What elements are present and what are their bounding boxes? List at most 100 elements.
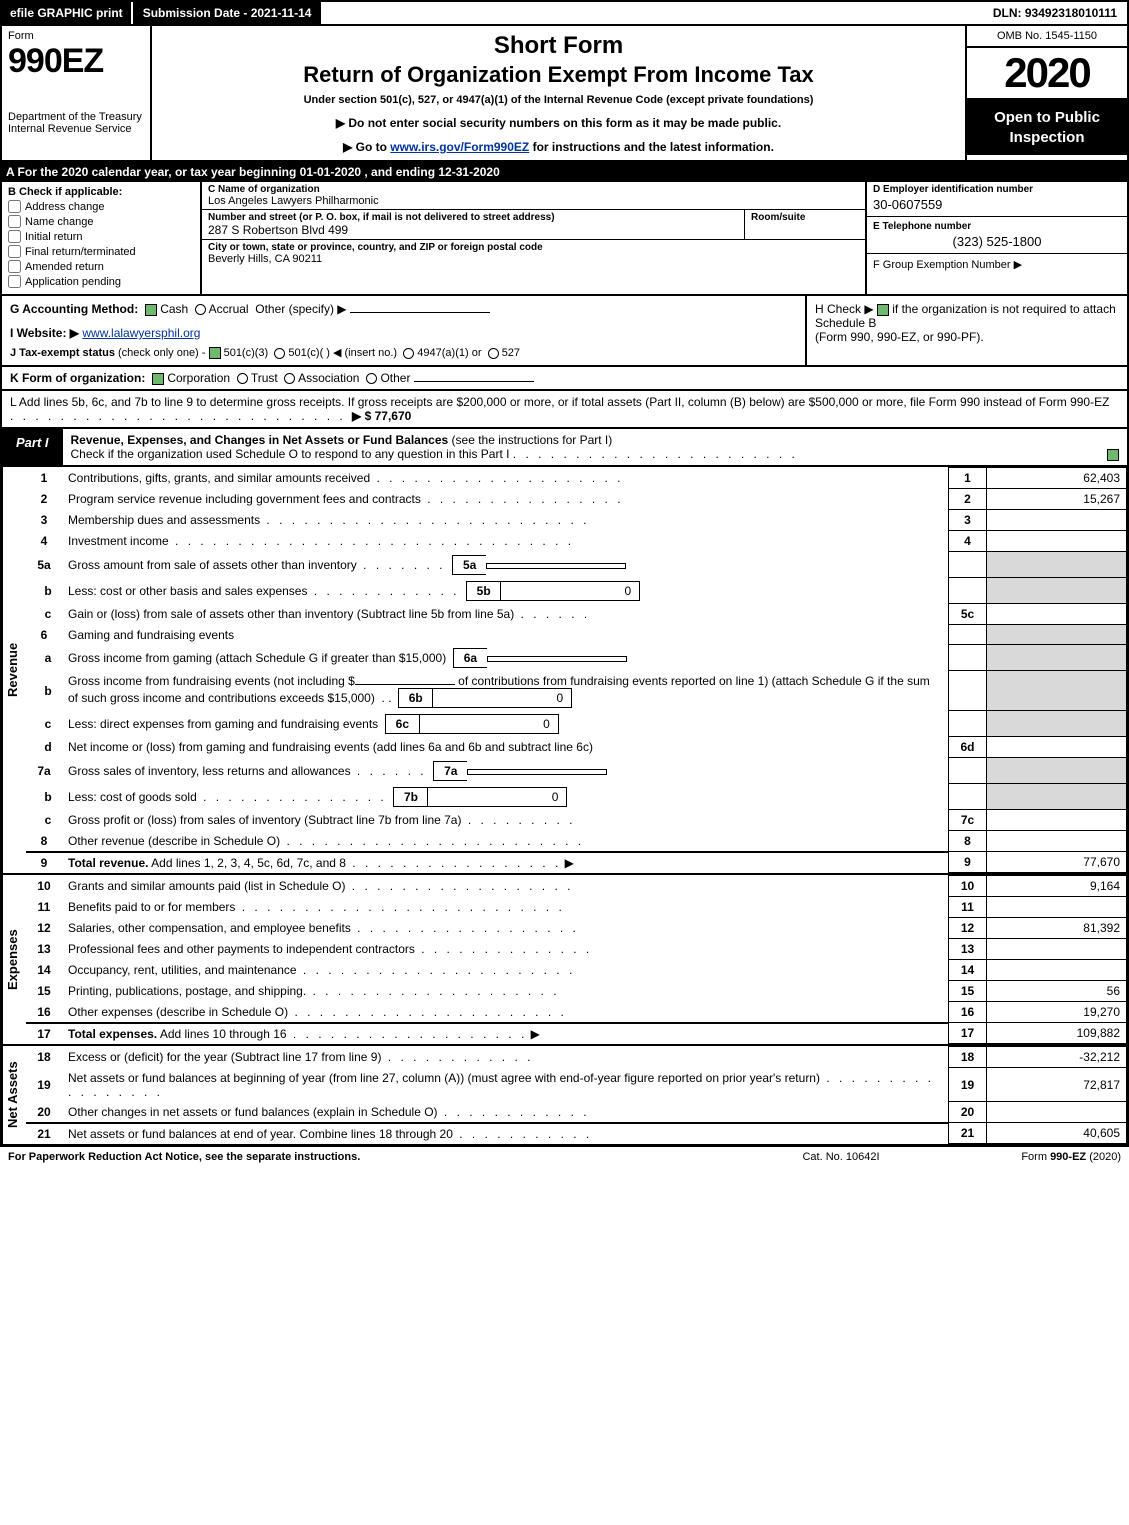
chk-input[interactable] [8,200,21,213]
ein-label: D Employer identification number [873,184,1121,195]
l-amount: ▶ $ 77,670 [352,409,411,423]
footer-left: For Paperwork Reduction Act Notice, see … [8,1151,741,1163]
org-name: Los Angeles Lawyers Philharmonic [208,195,859,207]
chk-association[interactable] [284,373,295,384]
city-label: City or town, state or province, country… [208,242,859,253]
dln-number: DLN: 93492318010111 [983,2,1127,24]
revenue-side-label: Revenue [2,467,26,873]
block-h: H Check ▶ if the organization is not req… [807,296,1127,365]
line-18: 18Excess or (deficit) for the year (Subt… [26,1047,1127,1068]
j-label: J Tax-exempt status [10,347,115,359]
chk-501c3[interactable] [209,347,221,359]
ssn-warning: ▶ Do not enter social security numbers o… [162,116,955,130]
ein-value: 30-0607559 [873,197,1121,212]
instructions-link[interactable]: www.irs.gov/Form990EZ [390,140,529,154]
part1-header: Part I Revenue, Expenses, and Changes in… [0,429,1129,467]
chk-501c[interactable] [274,348,285,359]
chk-cash[interactable] [145,304,157,316]
chk-4947[interactable] [403,348,414,359]
chk-amended-return[interactable]: Amended return [8,260,194,273]
chk-input[interactable] [8,275,21,288]
phone-value: (323) 525-1800 [873,234,1121,249]
block-c-org-info: C Name of organization Los Angeles Lawye… [202,182,867,294]
top-bar: efile GRAPHIC print Submission Date - 20… [0,0,1129,26]
block-g: G Accounting Method: Cash Accrual Other … [2,296,807,365]
chk-accrual[interactable] [195,304,206,315]
chk-schedule-b[interactable] [877,304,889,316]
line-4: 4Investment income . . . . . . . . . . .… [26,531,1127,552]
phone-label: E Telephone number [873,221,1121,232]
chk-input[interactable] [8,215,21,228]
header-right: OMB No. 1545-1150 2020 Open to Public In… [967,26,1127,160]
spacer [321,2,982,24]
chk-corporation[interactable] [152,373,164,385]
row-gh: G Accounting Method: Cash Accrual Other … [0,296,1129,367]
tax-year: 2020 [967,48,1127,100]
line-20: 20Other changes in net assets or fund ba… [26,1102,1127,1123]
row-l: L Add lines 5b, 6c, and 7b to line 9 to … [0,391,1129,429]
row-a-tax-year: A For the 2020 calendar year, or tax yea… [0,162,1129,182]
k-label: K Form of organization: [10,371,145,385]
block-b-checkboxes: B Check if applicable: Address change Na… [2,182,202,294]
line-6b: bGross income from fundraising events (n… [26,671,1127,711]
line-9: 9Total revenue. Total revenue. Add lines… [26,852,1127,873]
part1-schedule-o-check[interactable] [1099,429,1127,465]
chk-final-return[interactable]: Final return/terminated [8,245,194,258]
line-5b: bLess: cost or other basis and sales exp… [26,578,1127,604]
form-number: 990EZ [8,42,144,81]
department-label: Department of the Treasury [8,111,144,123]
line-14: 14Occupancy, rent, utilities, and mainte… [26,960,1127,981]
other-org-input[interactable] [414,381,534,382]
line-15: 15Printing, publications, postage, and s… [26,981,1127,1002]
line-8: 8Other revenue (describe in Schedule O) … [26,831,1127,852]
chk-input[interactable] [8,260,21,273]
row-k: K Form of organization: Corporation Trus… [0,367,1129,391]
header-middle: Short Form Return of Organization Exempt… [152,26,967,160]
block-d-ein: D Employer identification number 30-0607… [867,182,1127,294]
block-bcd: B Check if applicable: Address change Na… [0,182,1129,296]
city-state-zip: Beverly Hills, CA 90211 [208,253,859,265]
part1-subtitle: Check if the organization used Schedule … [71,447,1091,461]
chk-initial-return[interactable]: Initial return [8,230,194,243]
efile-print-button[interactable]: efile GRAPHIC print [2,2,133,24]
line-6: 6Gaming and fundraising events [26,625,1127,645]
chk-application-pending[interactable]: Application pending [8,275,194,288]
line-11: 11Benefits paid to or for members . . . … [26,897,1127,918]
line-7b: bLess: cost of goods sold . . . . . . . … [26,784,1127,810]
revenue-section: Revenue 1Contributions, gifts, grants, a… [2,467,1127,873]
group-exemption-label: F Group Exemption Number ▶ [873,258,1121,271]
expenses-side-label: Expenses [2,875,26,1044]
line-17: 17Total expenses. Add lines 10 through 1… [26,1023,1127,1044]
line-7c: cGross profit or (loss) from sales of in… [26,810,1127,831]
chk-input[interactable] [8,230,21,243]
website-link[interactable]: www.lalawyersphil.org [82,326,200,340]
submission-date: Submission Date - 2021-11-14 [133,2,322,24]
other-specify-input[interactable] [350,312,490,313]
chk-trust[interactable] [237,373,248,384]
footer-cat: Cat. No. 10642I [741,1151,941,1163]
part1-body: Revenue 1Contributions, gifts, grants, a… [0,467,1129,1146]
block-b-label: B Check if applicable: [8,186,194,198]
line-7a: 7aGross sales of inventory, less returns… [26,758,1127,784]
header-left: Form 990EZ Department of the Treasury In… [2,26,152,160]
expenses-section: Expenses 10Grants and similar amounts pa… [2,873,1127,1044]
line-16: 16Other expenses (describe in Schedule O… [26,1002,1127,1023]
line-12: 12Salaries, other compensation, and empl… [26,918,1127,939]
form-header: Form 990EZ Department of the Treasury In… [0,26,1129,162]
line-2: 2Program service revenue including gover… [26,489,1127,510]
chk-name-change[interactable]: Name change [8,215,194,228]
open-to-public: Open to Public Inspection [967,100,1127,155]
subtitle: Under section 501(c), 527, or 4947(a)(1)… [162,94,955,106]
org-name-label: C Name of organization [208,184,859,195]
part1-tab: Part I [2,429,63,465]
title-short-form: Short Form [162,32,955,60]
line-5a: 5aGross amount from sale of assets other… [26,552,1127,578]
line-19: 19Net assets or fund balances at beginni… [26,1068,1127,1102]
chk-input[interactable] [8,245,21,258]
goto-link-line: ▶ Go to www.irs.gov/Form990EZ for instru… [162,140,955,154]
chk-527[interactable] [488,348,499,359]
line-10: 10Grants and similar amounts paid (list … [26,876,1127,897]
chk-other-org[interactable] [366,373,377,384]
line-13: 13Professional fees and other payments t… [26,939,1127,960]
chk-address-change[interactable]: Address change [8,200,194,213]
